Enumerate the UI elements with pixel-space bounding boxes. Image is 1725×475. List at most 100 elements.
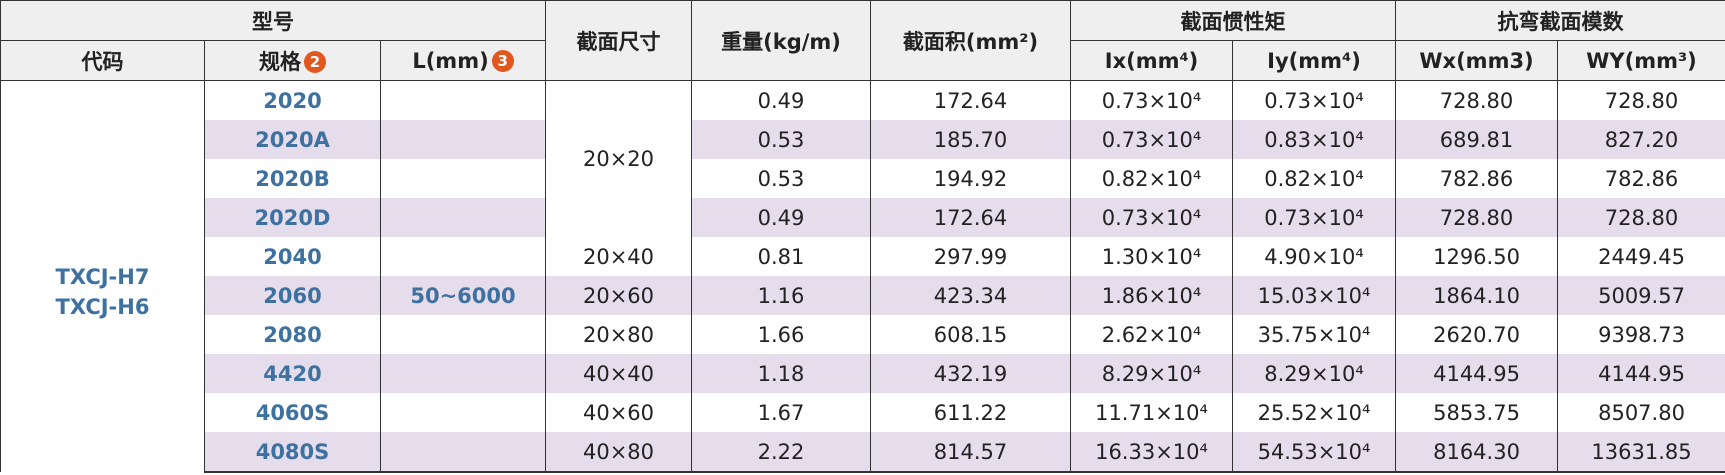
length-cell (379, 80, 547, 120)
ix-cell: 8.29×10⁴ (1070, 354, 1234, 393)
iy-cell: 25.52×10⁴ (1232, 393, 1397, 432)
header-cell: 截面惯性矩 (1070, 0, 1397, 41)
ix-cell: 11.71×10⁴ (1070, 393, 1234, 432)
spec-cell: 2020B (204, 159, 381, 198)
weight-cell: 1.67 (691, 393, 872, 432)
size-cell: 40×60 (545, 393, 693, 432)
area-cell: 608.15 (870, 315, 1072, 354)
header-cell: 规格 2 (204, 40, 381, 81)
area-cell: 172.64 (870, 198, 1072, 237)
ix-cell: 0.73×10⁴ (1070, 80, 1234, 120)
spec-cell: 4080S (204, 432, 381, 473)
iy-cell: 54.53×10⁴ (1232, 432, 1397, 473)
badge: 2 (304, 50, 326, 73)
wy-cell: 728.80 (1557, 80, 1725, 120)
ix-cell: 2.62×10⁴ (1070, 315, 1234, 354)
length-cell (379, 198, 547, 237)
wy-cell: 13631.85 (1557, 432, 1725, 473)
weight-cell: 1.16 (691, 276, 872, 315)
wx-cell: 2620.70 (1395, 315, 1559, 354)
weight-cell: 0.53 (691, 120, 872, 159)
weight-cell: 0.49 (691, 198, 872, 237)
wx-cell: 5853.75 (1395, 393, 1559, 432)
spec-cell: 2020D (204, 198, 381, 237)
iy-cell: 4.90×10⁴ (1232, 237, 1397, 276)
header-cell: Wx(mm3) (1395, 40, 1559, 81)
code-cell: TXCJ-H7 TXCJ-H6 (0, 80, 205, 472)
wx-cell: 782.86 (1395, 159, 1559, 198)
table-row: 2020D 0.49 172.64 0.73×10⁴ 0.73×10⁴ 728.80 728… (1, 198, 1725, 237)
weight-cell: 0.81 (691, 237, 872, 276)
header-cell: 型号 (0, 0, 547, 41)
wy-cell: 2449.45 (1557, 237, 1725, 276)
weight-cell: 1.18 (691, 354, 872, 393)
length-cell (379, 393, 547, 432)
spec-cell: 2060 (204, 276, 381, 315)
header-cell: Ix(mm⁴) (1070, 40, 1234, 81)
wy-cell: 4144.95 (1557, 354, 1725, 393)
table-row: 4420 40×40 1.18 432.19 8.29×10⁴ 8.29×10⁴ 4144.… (1, 354, 1725, 393)
size-cell: 20×60 (545, 276, 693, 315)
iy-cell: 8.29×10⁴ (1232, 354, 1397, 393)
iy-cell: 0.73×10⁴ (1232, 198, 1397, 237)
ix-cell: 0.73×10⁴ (1070, 198, 1234, 237)
header-cell: 抗弯截面模数 (1395, 0, 1725, 41)
ix-cell: 16.33×10⁴ (1070, 432, 1234, 473)
iy-cell: 35.75×10⁴ (1232, 315, 1397, 354)
wx-cell: 1296.50 (1395, 237, 1559, 276)
weight-cell: 0.53 (691, 159, 872, 198)
header-text: 规格 (259, 49, 301, 74)
header-cell: 代码 (0, 40, 205, 81)
area-cell: 172.64 (870, 80, 1072, 120)
spec-cell: 2020 (204, 80, 381, 120)
iy-cell: 0.83×10⁴ (1232, 120, 1397, 159)
table-row: 2040 20×40 0.81 297.99 1.30×10⁴ 4.90×10⁴ 1296.… (1, 237, 1725, 276)
wy-cell: 8507.80 (1557, 393, 1725, 432)
header-cell: 截面尺寸 (545, 0, 693, 81)
weight-cell: 0.49 (691, 80, 872, 120)
wx-cell: 1864.10 (1395, 276, 1559, 315)
weight-cell: 1.66 (691, 315, 872, 354)
table-row: 2080 20×80 1.66 608.15 2.62×10⁴ 35.75×10⁴ 2620… (1, 315, 1725, 354)
spec-cell: 2080 (204, 315, 381, 354)
ix-cell: 1.30×10⁴ (1070, 237, 1234, 276)
wy-cell: 9398.73 (1557, 315, 1725, 354)
table-row: 2060 50~6000 20×60 1.16 423.34 1.86×10⁴ 15.03×… (1, 276, 1725, 315)
header-cell: 重量(kg/m) (691, 0, 872, 81)
iy-cell: 15.03×10⁴ (1232, 276, 1397, 315)
code-text: TXCJ-H6 (55, 294, 150, 319)
wx-cell: 4144.95 (1395, 354, 1559, 393)
wx-cell: 8164.30 (1395, 432, 1559, 473)
header-cell: WY(mm³) (1557, 40, 1725, 81)
ix-cell: 1.86×10⁴ (1070, 276, 1234, 315)
length-cell (379, 237, 547, 276)
spec-cell: 4420 (204, 354, 381, 393)
size-cell: 40×40 (545, 354, 693, 393)
length-cell (379, 315, 547, 354)
spec-cell: 4060S (204, 393, 381, 432)
iy-cell: 0.73×10⁴ (1232, 80, 1397, 120)
area-cell: 611.22 (870, 393, 1072, 432)
header-text: L(mm) (412, 48, 489, 73)
wx-cell: 689.81 (1395, 120, 1559, 159)
table-body: TXCJ-H7 TXCJ-H6 2020 20×20 0.49 172.64 0.73×10… (0, 80, 1725, 473)
length-cell (379, 120, 547, 159)
header-cell: 截面积(mm²) (870, 0, 1072, 81)
ix-cell: 0.82×10⁴ (1070, 159, 1234, 198)
size-cell: 40×80 (545, 432, 693, 473)
wx-cell: 728.80 (1395, 80, 1559, 120)
size-cell: 20×40 (545, 237, 693, 276)
area-cell: 432.19 (870, 354, 1072, 393)
table-row: 2020B 0.53 194.92 0.82×10⁴ 0.82×10⁴ 782.86 782… (1, 159, 1725, 198)
size-cell: 20×80 (545, 315, 693, 354)
table-row: 4080S 40×80 2.22 814.57 16.33×10⁴ 54.53×10⁴ 81… (1, 432, 1725, 473)
badge: 3 (491, 49, 514, 72)
length-cell: 50~6000 (379, 276, 547, 315)
size-cell: 20×20 (545, 80, 693, 237)
table-row: 2020A 0.53 185.70 0.73×10⁴ 0.83×10⁴ 689.81 827… (1, 120, 1725, 159)
code-text: TXCJ-H7 (55, 264, 150, 289)
area-cell: 194.92 (870, 159, 1072, 198)
area-cell: 185.70 (870, 120, 1072, 159)
